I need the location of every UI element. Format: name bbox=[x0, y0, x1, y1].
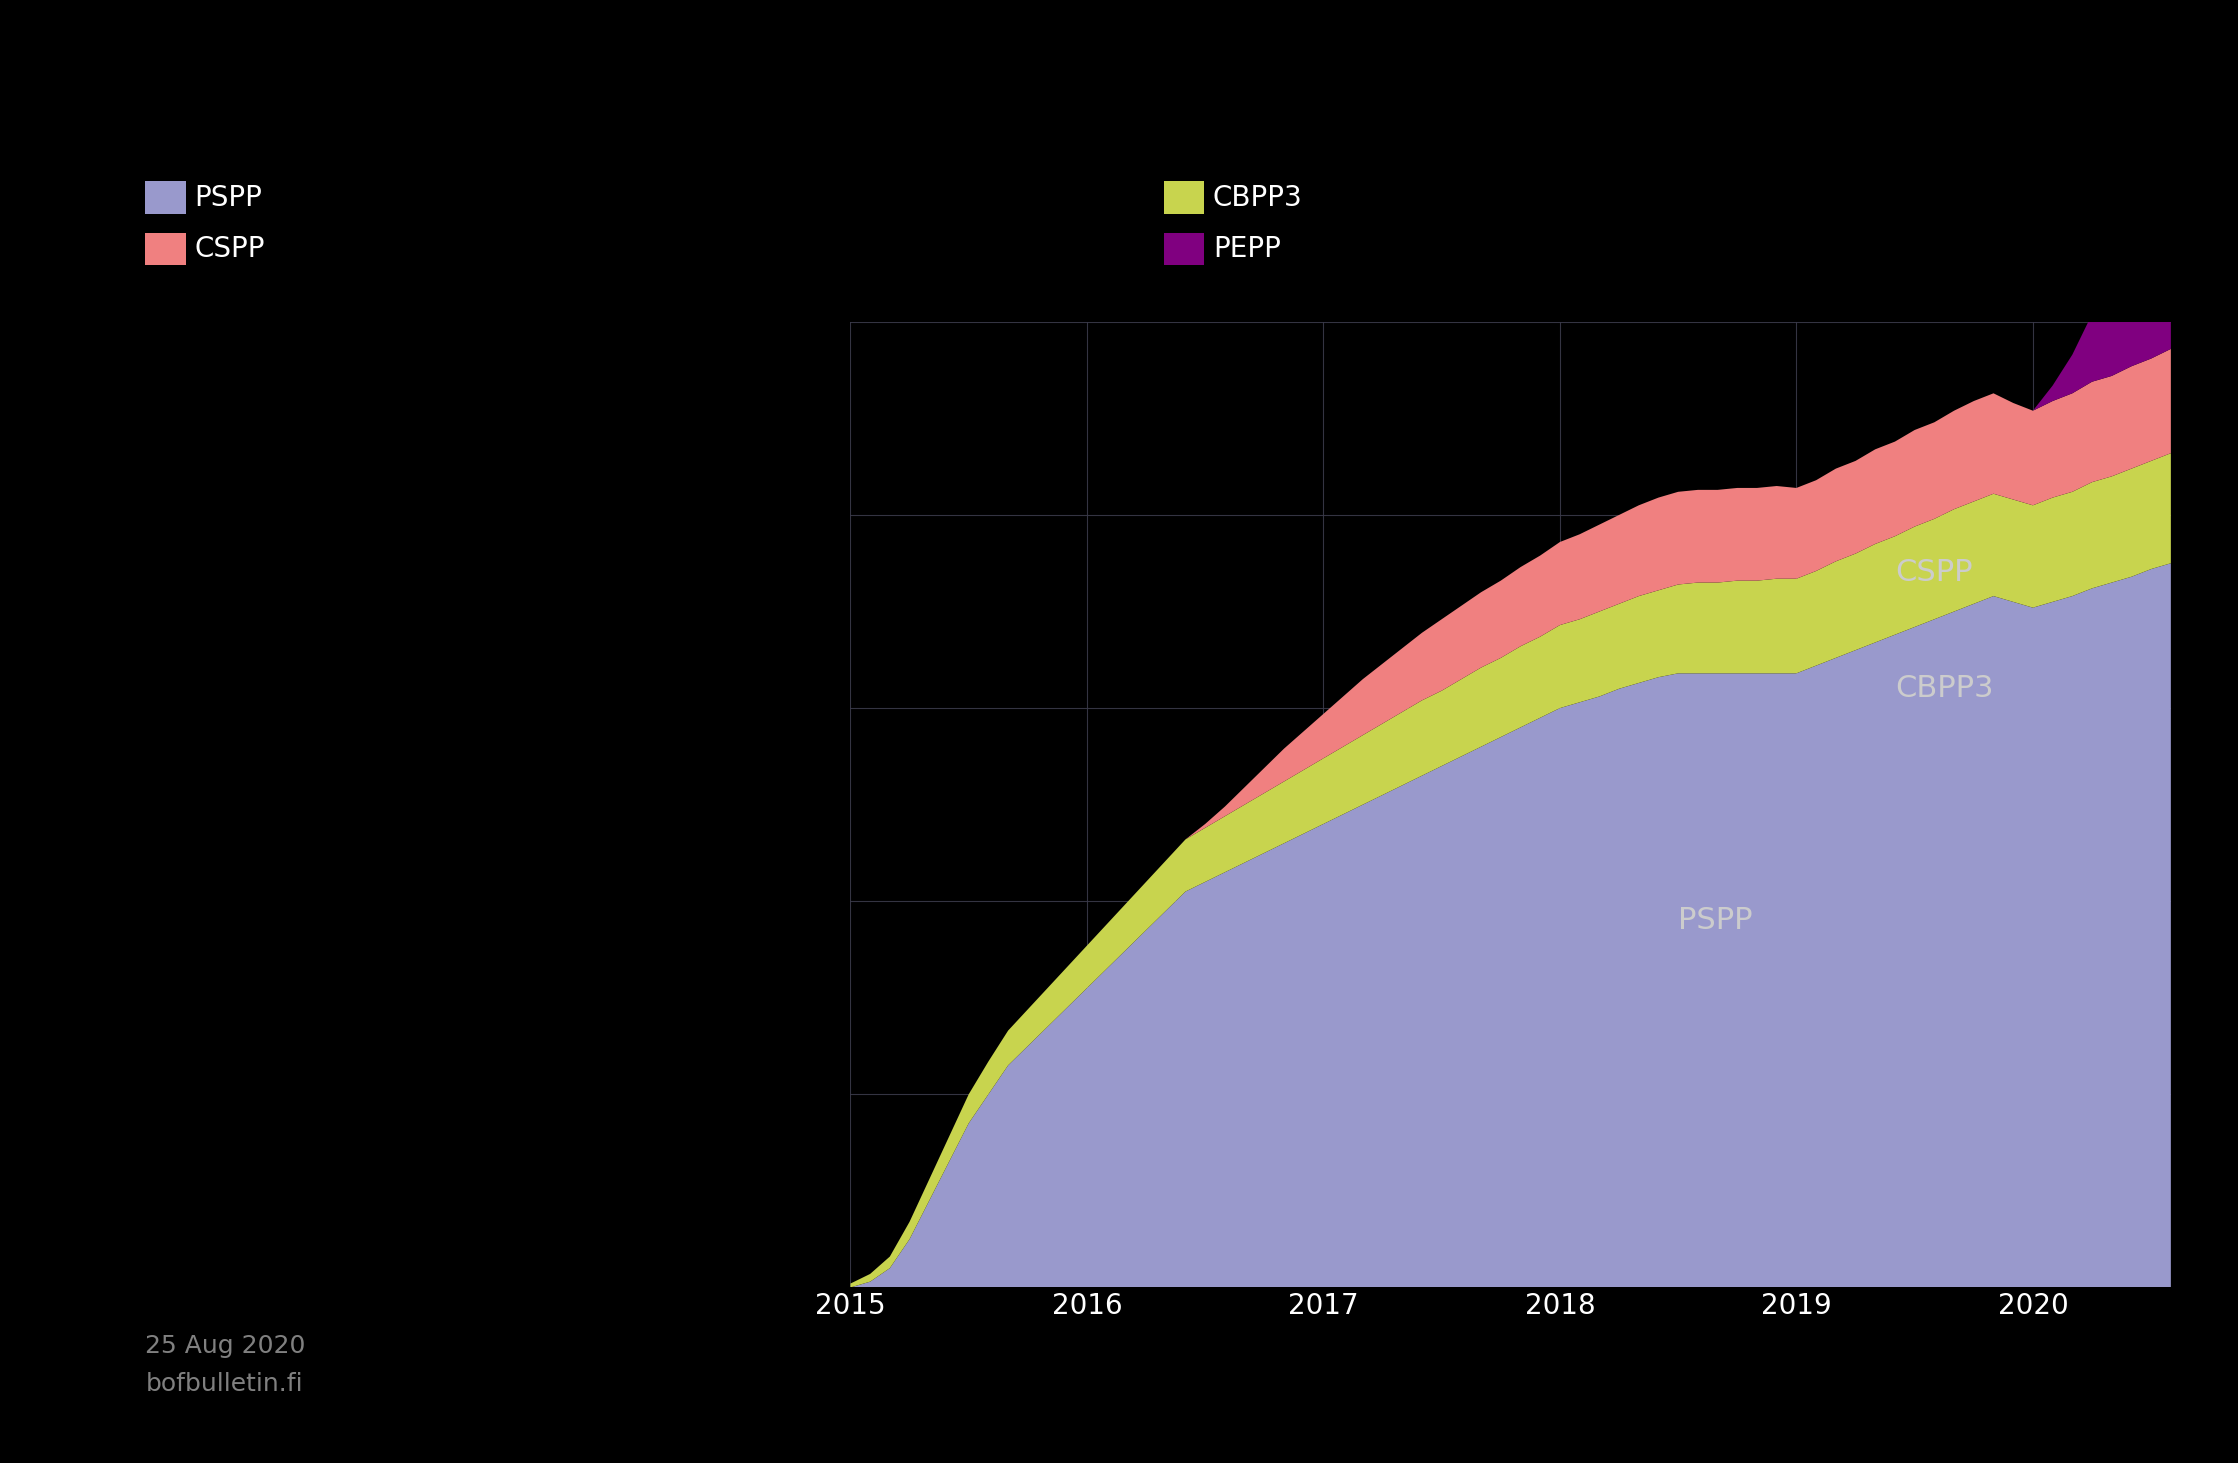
Text: CBPP3: CBPP3 bbox=[1896, 674, 1994, 704]
Text: PEPP: PEPP bbox=[1213, 234, 1280, 263]
Text: CSPP: CSPP bbox=[1896, 559, 1972, 588]
Text: PSPP: PSPP bbox=[1678, 906, 1752, 935]
Text: CBPP3: CBPP3 bbox=[1213, 183, 1303, 212]
Text: bofbulletin.fi: bofbulletin.fi bbox=[145, 1372, 302, 1396]
Text: CSPP: CSPP bbox=[195, 234, 266, 263]
Text: PSPP: PSPP bbox=[195, 183, 262, 212]
Text: 25 Aug 2020: 25 Aug 2020 bbox=[145, 1334, 307, 1358]
